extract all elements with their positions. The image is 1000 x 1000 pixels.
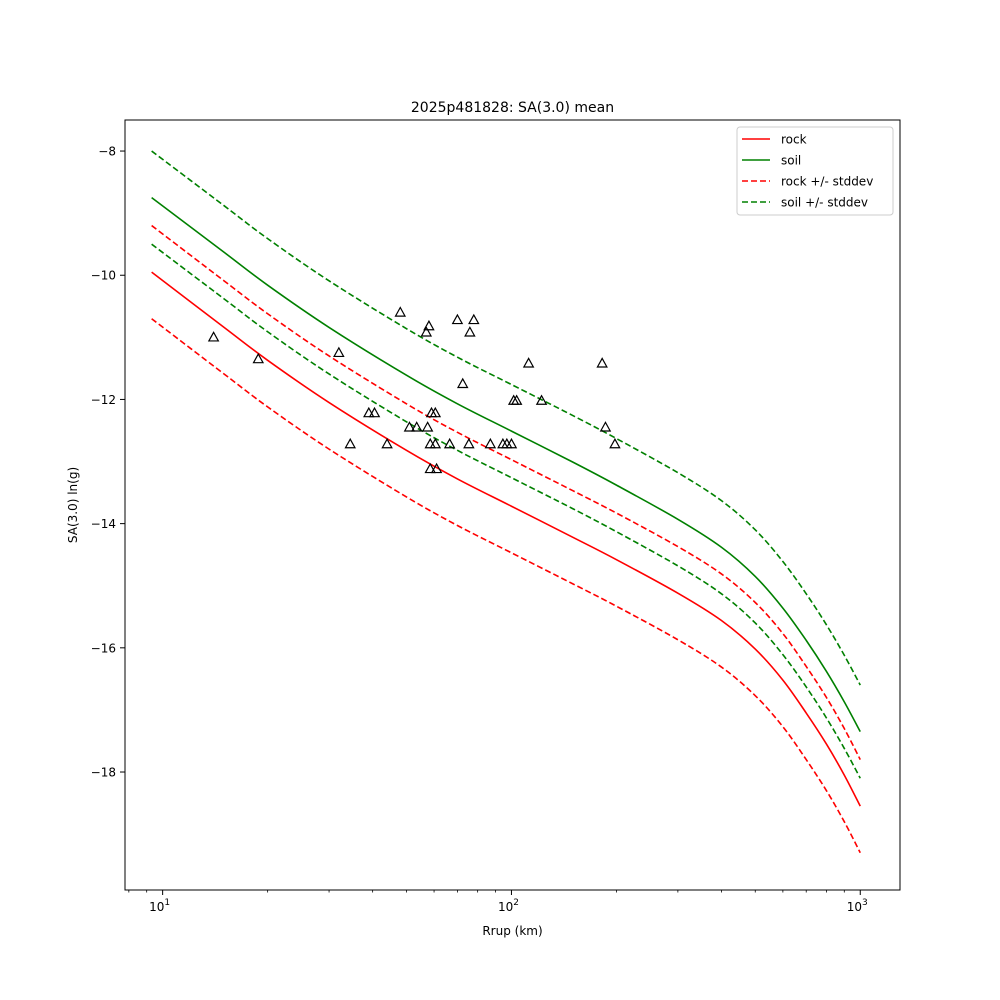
- observation-marker: [463, 437, 475, 449]
- observation-marker: [505, 437, 518, 449]
- series-line-4: [151, 150, 861, 686]
- x-tick-label: 103: [847, 898, 868, 914]
- observation-marker: [535, 394, 548, 405]
- y-tick-label: −14: [91, 517, 116, 531]
- observation-marker: [344, 437, 356, 449]
- series-line-3: [151, 318, 861, 854]
- legend-label: rock: [781, 133, 807, 147]
- x-tick-label: 101: [149, 898, 170, 914]
- legend-label: soil: [781, 154, 801, 168]
- observation-marker: [430, 462, 443, 474]
- series-line-1: [151, 196, 861, 733]
- observation-marker: [468, 313, 480, 325]
- axes: 101 102 103 −8 −10 −12 −14 −16 −18: [91, 145, 868, 914]
- x-axis-title: Rrup (km): [482, 924, 542, 938]
- observation-marker: [599, 421, 612, 432]
- legend-label: rock +/- stddev: [781, 175, 873, 189]
- observation-marker: [451, 313, 464, 325]
- legend-label: soil +/- stddev: [781, 196, 868, 210]
- observation-marker: [394, 306, 407, 317]
- observation-marker: [596, 357, 608, 368]
- observation-marker: [522, 357, 535, 368]
- observation-marker: [207, 331, 220, 342]
- series-line-0: [151, 271, 861, 807]
- legend-box: [736, 126, 894, 216]
- y-tick-label: −12: [91, 393, 116, 407]
- observation-marker: [423, 319, 435, 331]
- y-tick-label: −10: [91, 269, 116, 283]
- observation-marker: [363, 406, 375, 418]
- plot-frame: [124, 119, 901, 891]
- series-line-5: [151, 243, 861, 779]
- observation-marker: [484, 437, 497, 449]
- observation-marker: [420, 326, 433, 337]
- legend: rock soil rock +/- stddev soil +/- stddev: [736, 126, 894, 216]
- observation-marker: [429, 437, 442, 449]
- observation-marker: [609, 437, 621, 449]
- observation-marker: [429, 406, 442, 418]
- observation-marker: [410, 421, 423, 432]
- observation-marker: [368, 406, 381, 418]
- observation-marker: [403, 421, 416, 432]
- chart-title: 2025p481828: SA(3.0) mean: [411, 100, 614, 116]
- observation-marker: [333, 346, 345, 358]
- y-tick-label: −18: [91, 766, 116, 780]
- observation-marker: [421, 421, 434, 432]
- series-line-2: [151, 224, 861, 760]
- x-tick-label: 102: [498, 898, 519, 914]
- plot-area: [151, 150, 861, 854]
- y-axis-title: SA(3.0) ln(g): [66, 467, 80, 543]
- observation-marker: [381, 437, 393, 449]
- observation-marker: [443, 437, 456, 449]
- y-tick-label: −16: [91, 641, 116, 655]
- y-tick-label: −8: [98, 145, 116, 159]
- observation-marker: [456, 377, 469, 389]
- observation-marker: [252, 352, 265, 364]
- observation-marker: [510, 394, 523, 405]
- observation-marker: [424, 462, 436, 474]
- observation-marker: [464, 326, 476, 337]
